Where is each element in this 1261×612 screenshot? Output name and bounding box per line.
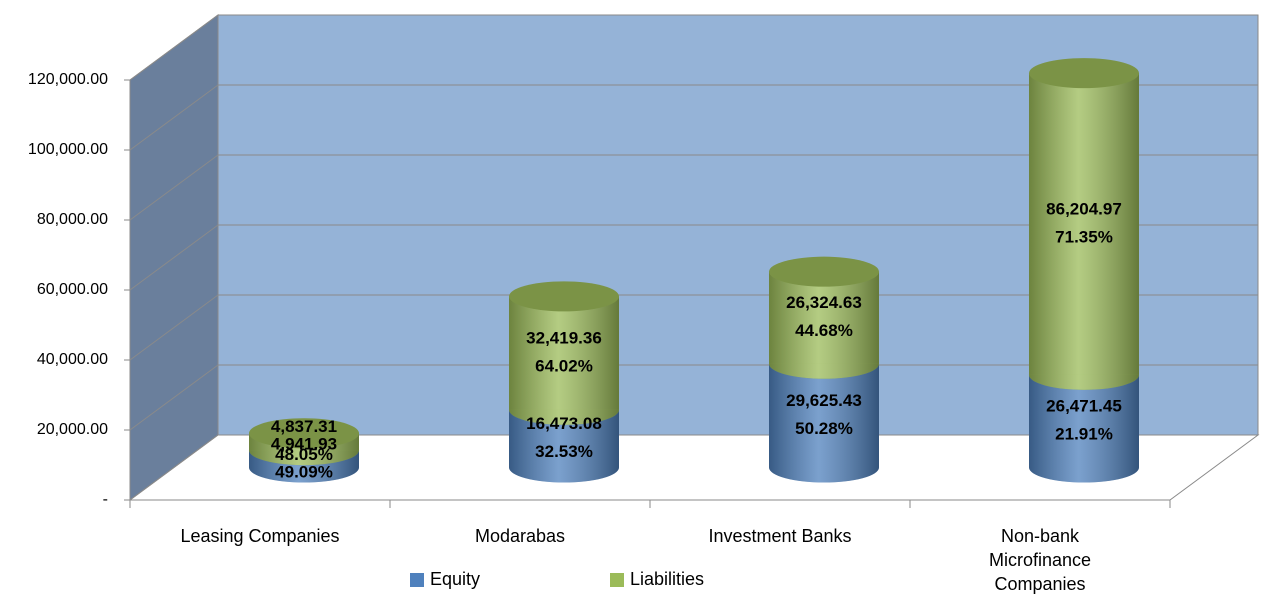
cylinder-shade [1029,73,1139,375]
cylinder-top-shade [509,281,619,312]
data-label: 49.09% [275,462,333,481]
cylinder-top [249,418,359,449]
x-tick-label: Leasing Companies [180,526,340,546]
data-label: 16,473.08 [526,414,602,433]
data-label: 48.05% [275,445,333,464]
cylinder-top [769,256,879,287]
y-tick-label: - [103,491,108,508]
x-tick-label: Non-bank Microfinance Companies [988,526,1092,594]
grid-line [129,84,219,151]
grid-line [129,364,219,431]
data-label: 26,324.63 [786,293,862,312]
cylinder-shade [769,271,879,364]
grid-line [129,224,219,291]
data-label: 64.02% [535,357,593,376]
data-label: 32.53% [535,442,593,461]
data-label: 44.68% [795,321,853,340]
grid-line [129,154,219,221]
legend-swatch [610,573,624,587]
y-tick-label: 40,000.00 [37,351,108,368]
y-tick-label: 100,000.00 [28,141,108,158]
cylinder-shade [769,363,879,468]
legend-swatch [410,573,424,587]
cylinder-top-shade [769,256,879,287]
data-label: 71.35% [1055,227,1113,246]
legend-label: Liabilities [630,569,704,589]
data-label: 4,941.93 [271,434,337,453]
grid-line [129,434,219,501]
legend-label: Equity [430,569,480,589]
cylinder-shade [1029,374,1139,468]
y-tick-label: 20,000.00 [37,421,108,438]
y-tick-label: 80,000.00 [37,211,108,228]
x-tick-label: Modarabas [474,526,566,546]
grid-line [129,14,219,81]
data-label: 4,837.31 [271,417,337,436]
data-label: 29,625.43 [786,391,862,410]
cylinder-top [1029,58,1139,89]
data-label: 32,419.36 [526,329,602,348]
y-tick-label: 60,000.00 [37,281,108,298]
cylinder-shade [509,296,619,410]
data-label: 86,204.97 [1046,199,1122,218]
x-tick-label: Investment Banks [708,526,852,546]
data-label: 50.28% [795,419,853,438]
data-label: 26,471.45 [1046,397,1122,416]
cylinder-top-shade [249,418,359,449]
y-tick-label: 120,000.00 [28,71,108,88]
cylinder-top-shade [1029,58,1139,89]
cylinder-top [509,281,619,312]
data-label: 21.91% [1055,425,1113,444]
grid-line [129,294,219,361]
